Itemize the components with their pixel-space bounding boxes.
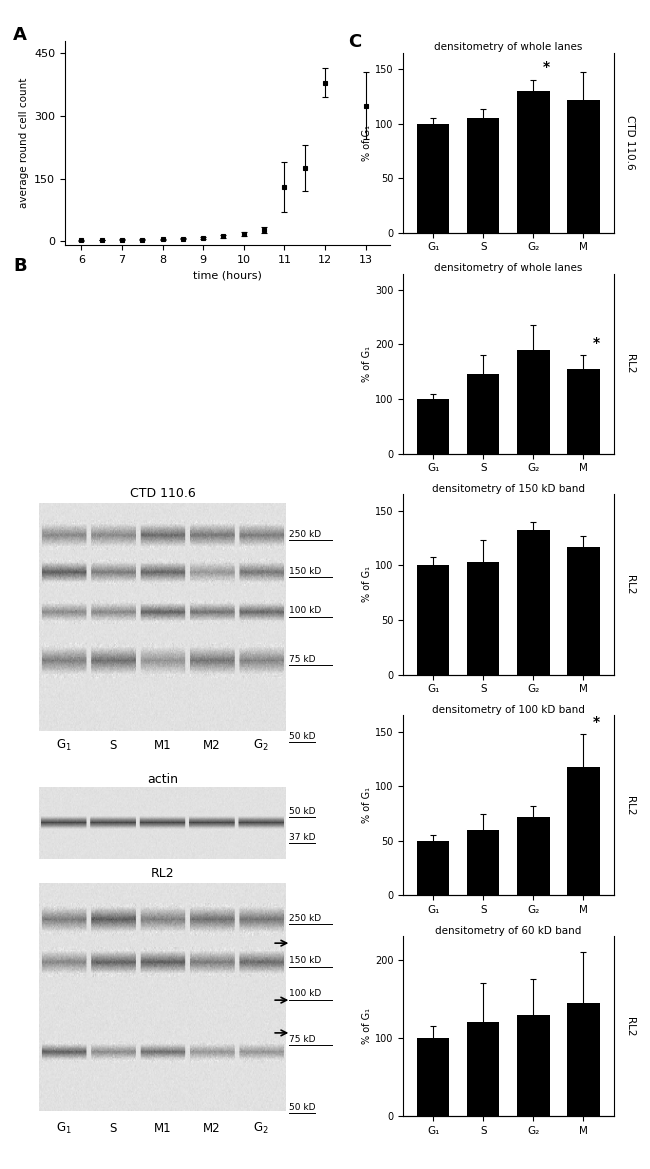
Text: 250 kD: 250 kD [289,914,321,922]
Text: 75 kD: 75 kD [289,655,316,664]
Bar [467,562,499,675]
Text: G$_1$: G$_1$ [56,738,72,753]
Bar [467,118,499,233]
Text: G$_2$: G$_2$ [254,738,269,753]
Text: *: * [592,714,599,728]
Text: 50 kD: 50 kD [289,807,316,816]
Title: densitometry of whole lanes: densitometry of whole lanes [434,42,582,51]
Text: M1: M1 [153,1121,172,1135]
Text: M2: M2 [203,739,221,752]
Y-axis label: % of G₁: % of G₁ [362,788,372,823]
Bar [567,99,600,233]
Y-axis label: CTD 110.6: CTD 110.6 [625,116,634,170]
Bar [567,1003,600,1116]
Text: 150 kD: 150 kD [289,567,322,575]
Text: A: A [13,26,27,43]
Y-axis label: % of G₁: % of G₁ [362,1009,372,1044]
Y-axis label: % of G₁: % of G₁ [362,125,372,160]
Bar [517,350,550,454]
Title: densitometry of 60 kD band: densitometry of 60 kD band [435,926,582,935]
Y-axis label: average round cell count: average round cell count [19,78,29,208]
Text: S: S [109,739,117,752]
Bar [517,91,550,233]
Bar [517,817,550,895]
Bar [467,1023,499,1116]
Y-axis label: % of G₁: % of G₁ [362,567,372,602]
Text: 150 kD: 150 kD [289,956,322,966]
X-axis label: time (hours): time (hours) [193,271,262,281]
Text: M2: M2 [203,1121,221,1135]
Y-axis label: RL2: RL2 [625,796,634,815]
Text: S: S [109,1121,117,1135]
Text: 250 kD: 250 kD [289,530,321,539]
Bar [417,399,449,454]
Text: 100 kD: 100 kD [289,607,322,615]
Y-axis label: RL2: RL2 [625,575,634,594]
Bar [517,531,550,675]
Title: densitometry of whole lanes: densitometry of whole lanes [434,263,582,272]
Text: C: C [348,33,361,50]
Bar [567,369,600,454]
Bar [467,830,499,895]
Text: M1: M1 [153,739,172,752]
Title: densitometry of 150 kD band: densitometry of 150 kD band [432,484,585,493]
Text: G$_2$: G$_2$ [254,1121,269,1135]
Title: CTD 110.6: CTD 110.6 [129,487,196,500]
Bar [517,1015,550,1116]
Y-axis label: % of G₁: % of G₁ [362,346,372,381]
Text: 75 kD: 75 kD [289,1035,316,1044]
Text: 37 kD: 37 kD [289,832,316,842]
Bar [417,124,449,233]
Title: RL2: RL2 [151,867,174,880]
Text: B: B [13,257,27,275]
Title: densitometry of 100 kD band: densitometry of 100 kD band [432,705,585,714]
Y-axis label: RL2: RL2 [625,1017,634,1036]
Bar [417,566,449,675]
Title: actin: actin [147,773,178,786]
Bar [467,374,499,454]
Bar [567,767,600,895]
Text: 50 kD: 50 kD [289,1102,316,1112]
Bar [567,547,600,675]
Text: *: * [592,336,599,350]
Y-axis label: RL2: RL2 [625,354,634,373]
Text: 100 kD: 100 kD [289,989,322,998]
Text: G$_1$: G$_1$ [56,1121,72,1135]
Text: *: * [542,61,549,75]
Bar [417,1038,449,1116]
Bar [417,841,449,895]
Text: 50 kD: 50 kD [289,732,316,741]
